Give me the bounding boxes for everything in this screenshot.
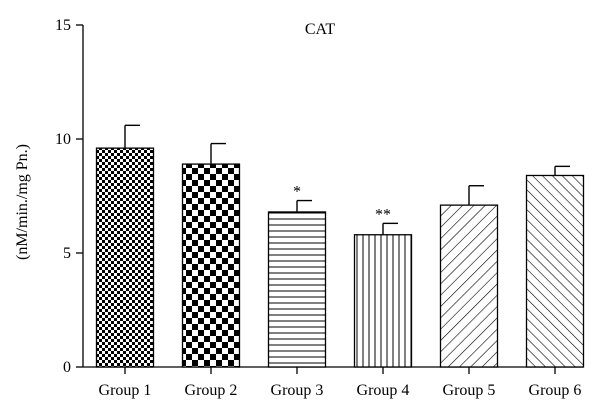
x-tick-label: Group 6	[529, 382, 582, 399]
bar	[353, 234, 413, 368]
bar	[95, 147, 155, 368]
y-tick-label: 5	[63, 245, 71, 262]
y-tick-label: 10	[55, 131, 71, 148]
x-tick-label: Group 1	[99, 382, 152, 399]
x-tick-label: Group 2	[185, 382, 238, 399]
x-tick-label: Group 3	[271, 382, 324, 399]
x-tick-label: Group 5	[443, 382, 496, 399]
bar	[181, 163, 241, 368]
x-tick-label: Group 4	[357, 382, 410, 399]
significance-mark: **	[375, 206, 391, 223]
bar	[525, 174, 585, 368]
x-tick-labels: Group 1 Group 2 Group 3 Group 4 Group 5 Group…	[99, 382, 582, 399]
bar	[439, 204, 499, 368]
bar	[267, 211, 327, 368]
y-axis-label: (nM/min./mg Pn.)	[14, 144, 31, 260]
bars	[95, 147, 585, 368]
chart-title: CAT	[305, 21, 335, 38]
significance-mark: *	[293, 184, 301, 201]
y-axis: 0 5 10 15	[55, 17, 84, 376]
y-tick-label: 0	[63, 359, 71, 376]
y-tick-label: 15	[55, 17, 71, 34]
x-axis	[83, 366, 583, 374]
significance-marks: ***	[293, 184, 391, 224]
error-bars	[124, 124, 570, 235]
